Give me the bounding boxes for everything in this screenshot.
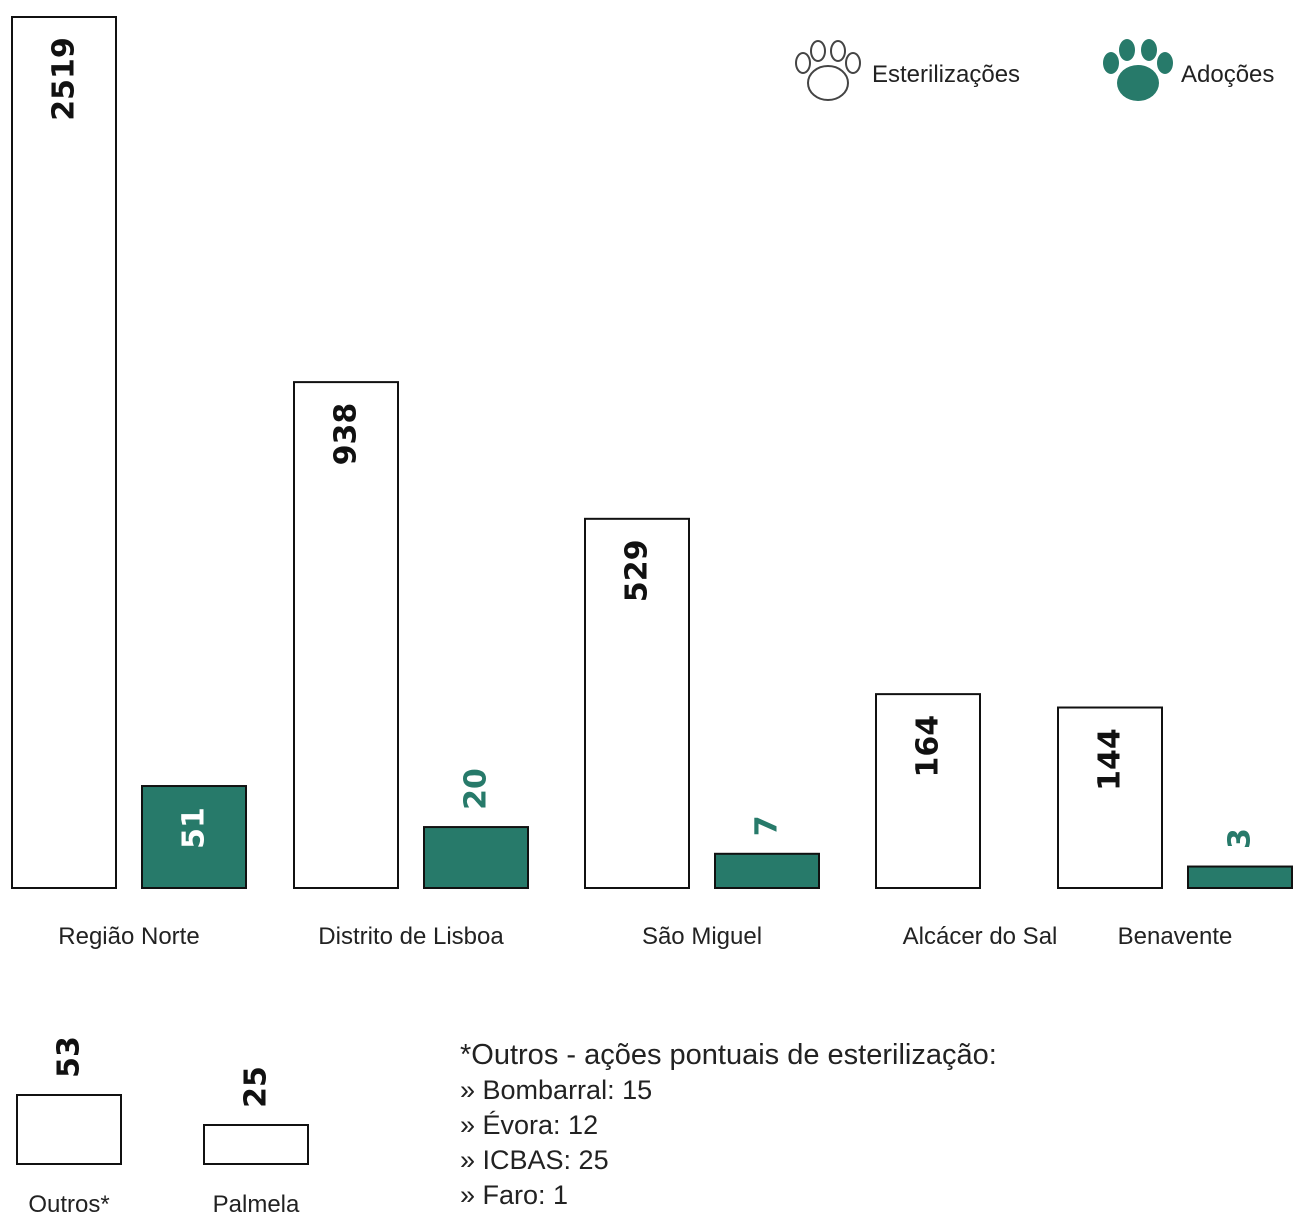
- paw-outline-icon: [795, 40, 861, 101]
- bar-adocoes-sao-miguel: [714, 852, 820, 890]
- bar-esterilizacoes-sao-miguel: [584, 517, 690, 890]
- note-item: » Évora: 12: [460, 1110, 599, 1140]
- value-label-esterilizacoes-alcacer-do-sal: 164: [911, 715, 946, 778]
- note-item: » Bombarral: 15: [460, 1075, 653, 1105]
- bar-esterilizacoes-alcacer-do-sal: [875, 693, 981, 889]
- value-label-adocoes-distrito-de-lisboa: 20: [459, 768, 494, 810]
- legend-label-adocoes: Adoções: [1181, 61, 1274, 88]
- bar-esterilizacoes-distrito-de-lisboa: [293, 381, 399, 889]
- category-label-palmela: Palmela: [213, 1191, 300, 1218]
- bar-esterilizacoes-outros: [16, 1094, 122, 1165]
- bar-adocoes-benavente: [1187, 865, 1293, 889]
- bar-esterilizacoes-regiao-norte: [11, 16, 117, 889]
- category-label-distrito-de-lisboa: Distrito de Lisboa: [318, 923, 504, 950]
- bar-adocoes-distrito-de-lisboa: [423, 826, 529, 890]
- secondary-bars: 53 Outros* 25 Palmela: [16, 1036, 309, 1218]
- note-title: *Outros - ações pontuais de esterilizaçã…: [460, 1039, 997, 1071]
- value-label-esterilizacoes-benavente: 144: [1093, 728, 1128, 791]
- value-label-esterilizacoes-palmela: 25: [239, 1066, 274, 1108]
- value-label-esterilizacoes-distrito-de-lisboa: 938: [329, 403, 364, 466]
- note-item: » ICBAS: 25: [460, 1145, 609, 1175]
- category-labels: Região Norte Distrito de Lisboa São Miguel…: [58, 923, 1232, 950]
- category-label-sao-miguel: São Miguel: [642, 923, 762, 950]
- note-outros: *Outros - ações pontuais de esterilizaçã…: [460, 1038, 997, 1213]
- bar-adocoes-regiao-norte: [141, 785, 247, 889]
- legend-label-esterilizacoes: Esterilizações: [872, 61, 1020, 88]
- paw-filled-icon: [1103, 39, 1173, 101]
- category-label-alcacer-do-sal: Alcácer do Sal: [903, 923, 1058, 950]
- value-label-esterilizacoes-regiao-norte: 2519: [47, 37, 82, 121]
- legend: Esterilizações Adoções: [795, 39, 1274, 101]
- value-label-esterilizacoes-sao-miguel: 529: [620, 540, 655, 603]
- value-label-adocoes-benavente: 3: [1223, 828, 1258, 849]
- note-item: » Faro: 1: [460, 1180, 569, 1210]
- main-bars: 2519 51 938 20 529 7 164 144 3: [11, 16, 1293, 890]
- value-label-adocoes-sao-miguel: 7: [750, 815, 785, 836]
- value-label-esterilizacoes-outros: 53: [52, 1036, 87, 1078]
- bar-esterilizacoes-palmela: [203, 1124, 309, 1165]
- category-label-outros: Outros*: [28, 1191, 109, 1218]
- bar-esterilizacoes-benavente: [1057, 706, 1163, 889]
- category-label-regiao-norte: Região Norte: [58, 923, 199, 950]
- category-label-benavente: Benavente: [1118, 923, 1233, 950]
- value-label-adocoes-regiao-norte: 51: [177, 807, 212, 849]
